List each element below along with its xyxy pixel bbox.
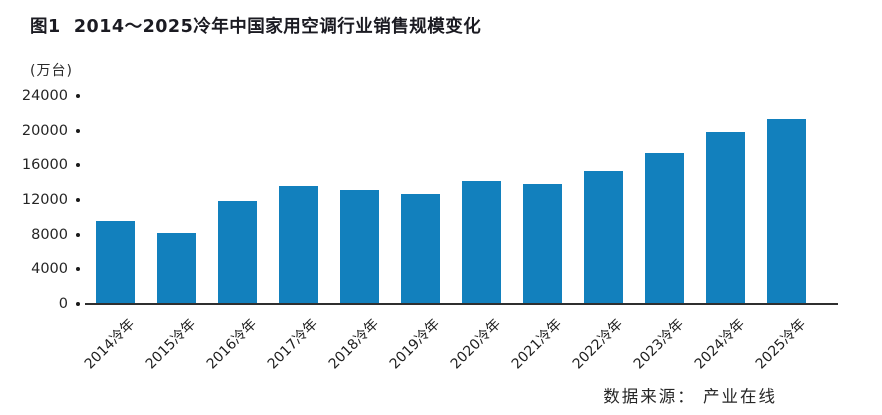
x-tick-label: 2022冷年 bbox=[570, 316, 627, 373]
x-tick-label: 2014冷年 bbox=[82, 316, 139, 373]
bar-2015冷年 bbox=[156, 233, 196, 304]
x-tick-label: 2019冷年 bbox=[387, 316, 444, 373]
y-tick-dot bbox=[76, 163, 80, 168]
x-tick-label: 2018冷年 bbox=[326, 316, 383, 373]
bar-2014冷年 bbox=[95, 220, 135, 304]
bar-2016冷年 bbox=[217, 200, 257, 304]
bar-2018冷年 bbox=[339, 189, 379, 304]
bar-2025冷年 bbox=[766, 118, 806, 304]
bar-2022冷年 bbox=[583, 170, 623, 304]
bar-2021冷年 bbox=[522, 184, 562, 304]
chart-title: 图1 2014～2025冷年中国家用空调行业销售规模变化 bbox=[30, 17, 482, 37]
y-tick-label: 16000 bbox=[21, 157, 68, 174]
y-tick-label: 4000 bbox=[31, 261, 68, 278]
bar-2017冷年 bbox=[278, 186, 318, 304]
y-tick-dot bbox=[76, 232, 80, 237]
x-tick-label: 2015冷年 bbox=[143, 316, 200, 373]
x-tick-label: 2020冷年 bbox=[448, 316, 505, 373]
bar-2020冷年 bbox=[461, 180, 501, 304]
x-tick-label: 2024冷年 bbox=[692, 316, 749, 373]
x-tick-label: 2023冷年 bbox=[631, 316, 688, 373]
x-tick-label: 2025冷年 bbox=[753, 316, 810, 373]
x-tick-label: 2017冷年 bbox=[265, 316, 322, 373]
bar-2024冷年 bbox=[705, 131, 745, 304]
y-tick-dot bbox=[76, 198, 80, 202]
y-tick-label: 0 bbox=[58, 296, 68, 312]
y-tick-label: 24000 bbox=[21, 88, 68, 104]
bar-2019冷年 bbox=[400, 193, 440, 304]
y-tick-dot bbox=[76, 94, 80, 98]
y-tick-label: 20000 bbox=[21, 122, 68, 139]
x-axis-line bbox=[85, 303, 838, 305]
y-tick-dot bbox=[76, 267, 80, 272]
y-tick-dot bbox=[76, 128, 80, 133]
y-tick-dot bbox=[76, 302, 80, 306]
data-source-label: 数据来源： 产业在线 bbox=[603, 387, 777, 406]
x-tick-label: 2016冷年 bbox=[204, 316, 261, 373]
y-tick-label: 12000 bbox=[21, 192, 68, 208]
x-tick-label: 2021冷年 bbox=[509, 316, 566, 373]
bar-2023冷年 bbox=[644, 152, 684, 304]
y-tick-label: 8000 bbox=[31, 226, 68, 243]
y-axis-unit-label: (万台) bbox=[30, 63, 73, 79]
